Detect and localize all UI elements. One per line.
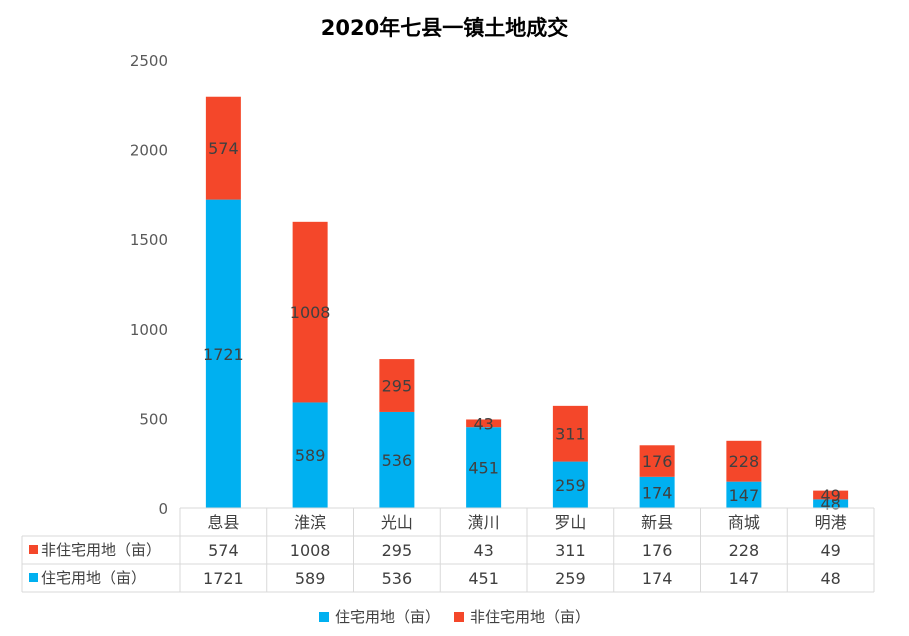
bar-non-residential bbox=[639, 445, 675, 477]
table-cell: 574 bbox=[208, 541, 239, 560]
data-label: 311 bbox=[555, 425, 586, 444]
table-cell: 295 bbox=[382, 541, 413, 560]
bar-residential bbox=[292, 402, 328, 508]
y-tick-label: 2500 bbox=[130, 52, 168, 70]
table-cell: 259 bbox=[555, 569, 586, 588]
y-tick-label: 1000 bbox=[130, 321, 168, 339]
data-label: 574 bbox=[208, 139, 239, 158]
chart-legend: 住宅用地（亩） 非住宅用地（亩） bbox=[0, 606, 909, 627]
table-series-label: 住宅用地（亩） bbox=[41, 569, 146, 587]
table-cell: 43 bbox=[473, 541, 493, 560]
bar-non-residential bbox=[726, 440, 762, 482]
bar-residential bbox=[726, 481, 762, 508]
y-tick-label: 0 bbox=[158, 500, 168, 518]
data-label: 536 bbox=[382, 451, 413, 470]
table-cell: 1008 bbox=[290, 541, 331, 560]
data-label: 589 bbox=[295, 446, 326, 465]
bar-non-residential bbox=[466, 419, 502, 428]
data-label: 48 bbox=[820, 495, 840, 514]
legend-label: 住宅用地（亩） bbox=[334, 608, 440, 626]
x-category-label: 商城 bbox=[728, 513, 760, 532]
table-cell: 49 bbox=[820, 541, 840, 560]
table-cell: 451 bbox=[468, 569, 499, 588]
bar-non-residential bbox=[379, 359, 415, 412]
bar-non-residential bbox=[292, 221, 328, 403]
data-label: 49 bbox=[820, 486, 840, 505]
chart-title: 2020年七县一镇土地成交 bbox=[320, 16, 569, 40]
legend-key-swatch bbox=[29, 545, 38, 554]
legend-item: 住宅用地（亩） bbox=[318, 606, 440, 627]
data-label: 295 bbox=[382, 377, 413, 396]
table-cell: 176 bbox=[642, 541, 673, 560]
bar-non-residential bbox=[552, 405, 588, 462]
bar-residential bbox=[813, 499, 849, 508]
table-cell: 228 bbox=[729, 541, 760, 560]
x-category-label: 息县 bbox=[207, 513, 239, 532]
legend-item: 非住宅用地（亩） bbox=[454, 606, 590, 627]
y-tick-label: 2000 bbox=[130, 142, 168, 160]
x-category-label: 罗山 bbox=[554, 513, 586, 532]
bar-non-residential bbox=[813, 490, 849, 500]
legend-swatch bbox=[454, 611, 464, 622]
bar-residential bbox=[205, 199, 241, 508]
bar-residential bbox=[639, 476, 675, 508]
data-label: 176 bbox=[642, 452, 673, 471]
data-label: 43 bbox=[473, 414, 493, 433]
table-cell: 589 bbox=[295, 569, 326, 588]
bar-non-residential bbox=[205, 96, 241, 200]
data-label: 228 bbox=[729, 452, 760, 471]
data-label: 147 bbox=[729, 486, 760, 505]
data-label: 1721 bbox=[203, 345, 244, 364]
x-category-label: 潢川 bbox=[468, 513, 500, 532]
data-label: 451 bbox=[468, 459, 499, 478]
legend-label: 非住宅用地（亩） bbox=[470, 608, 591, 626]
x-category-label: 新县 bbox=[641, 513, 673, 532]
x-category-label: 淮滨 bbox=[294, 513, 326, 532]
legend-swatch bbox=[318, 611, 329, 622]
table-cell: 48 bbox=[820, 569, 840, 588]
x-category-label: 明港 bbox=[815, 513, 847, 532]
y-tick-label: 500 bbox=[139, 410, 168, 428]
bar-residential bbox=[552, 461, 588, 508]
table-cell: 1721 bbox=[203, 569, 244, 588]
table-cell: 311 bbox=[555, 541, 586, 560]
table-series-label: 非住宅用地（亩） bbox=[41, 541, 161, 559]
table-cell: 147 bbox=[729, 569, 760, 588]
legend-key-swatch bbox=[29, 573, 38, 582]
data-label: 259 bbox=[555, 476, 586, 495]
y-tick-label: 1500 bbox=[130, 231, 168, 249]
bar-residential bbox=[466, 427, 502, 508]
x-category-label: 光山 bbox=[381, 513, 413, 532]
bar-residential bbox=[379, 411, 415, 508]
data-label: 1008 bbox=[290, 303, 331, 322]
table-cell: 536 bbox=[382, 569, 413, 588]
table-cell: 174 bbox=[642, 569, 673, 588]
data-label: 174 bbox=[642, 483, 673, 502]
